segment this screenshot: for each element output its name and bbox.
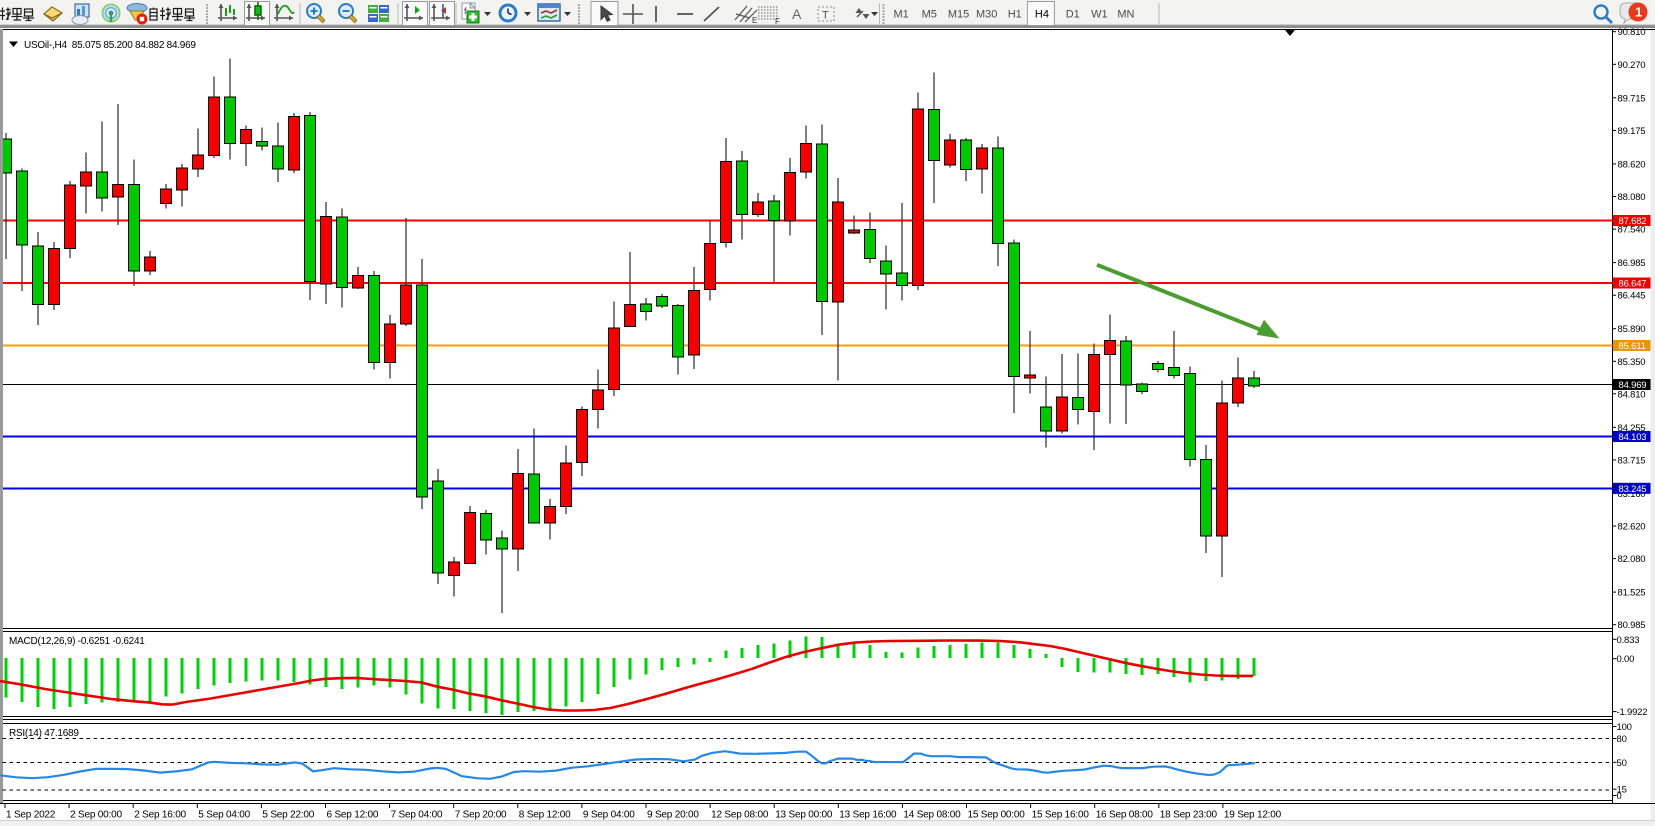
svg-text:8 Sep 12:00: 8 Sep 12:00 (519, 810, 571, 821)
svg-text:5 Sep 22:00: 5 Sep 22:00 (262, 810, 314, 821)
svg-text:15 Sep 00:00: 15 Sep 00:00 (968, 810, 1026, 821)
svg-text:16 Sep 08:00: 16 Sep 08:00 (1096, 810, 1154, 821)
svg-text:82.080: 82.080 (1618, 554, 1646, 565)
svg-text:F: F (775, 17, 780, 26)
svg-text:19 Sep 12:00: 19 Sep 12:00 (1224, 810, 1282, 821)
svg-text:0.00: 0.00 (1617, 654, 1635, 665)
svg-text:USOil-,H4 85.075 85.200 84.88: USOil-,H4 85.075 85.200 84.882 84.969 (24, 40, 196, 51)
svg-text:0.833: 0.833 (1617, 635, 1640, 646)
svg-text:H1: H1 (1008, 9, 1022, 21)
svg-text:90.270: 90.270 (1618, 60, 1646, 71)
svg-text:88.620: 88.620 (1618, 159, 1646, 170)
svg-text:88.080: 88.080 (1618, 192, 1646, 203)
svg-text:12 Sep 08:00: 12 Sep 08:00 (711, 810, 769, 821)
svg-text:83.160: 83.160 (1618, 489, 1646, 500)
svg-text:87.540: 87.540 (1618, 225, 1646, 236)
svg-text:T: T (822, 10, 829, 22)
svg-text:M1: M1 (894, 9, 909, 21)
svg-text:f: f (464, 6, 467, 16)
svg-text:7 Sep 20:00: 7 Sep 20:00 (455, 810, 507, 821)
svg-text:2 Sep 16:00: 2 Sep 16:00 (134, 810, 186, 821)
svg-text:5 Sep 04:00: 5 Sep 04:00 (198, 810, 250, 821)
svg-text:84.255: 84.255 (1618, 423, 1646, 434)
svg-text:84.969: 84.969 (1619, 380, 1647, 391)
svg-text:84.103: 84.103 (1619, 432, 1647, 443)
svg-text:15: 15 (1617, 785, 1627, 796)
svg-text:83.715: 83.715 (1618, 455, 1646, 466)
svg-text:9 Sep 20:00: 9 Sep 20:00 (647, 810, 699, 821)
svg-text:H4: H4 (1035, 9, 1049, 21)
svg-text:13 Sep 00:00: 13 Sep 00:00 (775, 810, 833, 821)
svg-text:-1.9922: -1.9922 (1617, 707, 1648, 718)
svg-text:D1: D1 (1066, 9, 1080, 21)
svg-text:9 Sep 04:00: 9 Sep 04:00 (583, 810, 635, 821)
svg-text:86.647: 86.647 (1619, 279, 1647, 290)
svg-text:2 Sep 00:00: 2 Sep 00:00 (70, 810, 122, 821)
svg-text:0: 0 (1617, 791, 1622, 802)
svg-text:89.175: 89.175 (1618, 126, 1646, 137)
svg-text:85.611: 85.611 (1619, 341, 1646, 352)
svg-text:80.985: 80.985 (1618, 620, 1646, 631)
svg-text:89.715: 89.715 (1618, 93, 1646, 104)
svg-text:81.525: 81.525 (1618, 588, 1646, 599)
svg-text:85.350: 85.350 (1618, 357, 1646, 368)
svg-text:18 Sep 23:00: 18 Sep 23:00 (1160, 810, 1218, 821)
svg-text:83.245: 83.245 (1619, 484, 1647, 495)
svg-text:M30: M30 (976, 9, 997, 21)
svg-text:84.810: 84.810 (1618, 389, 1646, 400)
svg-text:E: E (752, 16, 757, 25)
svg-text:M15: M15 (948, 9, 969, 21)
svg-text:W1: W1 (1091, 9, 1108, 21)
svg-text:MACD(12,26,9) -0.6251 -0.6241: MACD(12,26,9) -0.6251 -0.6241 (9, 636, 145, 647)
svg-text:A: A (792, 6, 802, 22)
svg-text:90.810: 90.810 (1618, 28, 1646, 38)
svg-text:M5: M5 (922, 9, 937, 21)
svg-text:87.682: 87.682 (1619, 216, 1647, 227)
svg-text:13 Sep 16:00: 13 Sep 16:00 (839, 810, 897, 821)
svg-text:80: 80 (1617, 734, 1627, 745)
svg-text:1 Sep 2022: 1 Sep 2022 (6, 810, 56, 821)
svg-text:1: 1 (1635, 5, 1642, 20)
svg-text:86.985: 86.985 (1618, 258, 1646, 269)
svg-text:100: 100 (1617, 722, 1632, 733)
svg-text:86.445: 86.445 (1618, 291, 1646, 302)
svg-text:7 Sep 04:00: 7 Sep 04:00 (391, 810, 443, 821)
svg-text:RSI(14) 47.1689: RSI(14) 47.1689 (9, 728, 79, 739)
svg-text:MN: MN (1117, 9, 1134, 21)
svg-text:6 Sep 12:00: 6 Sep 12:00 (327, 810, 379, 821)
svg-text:85.890: 85.890 (1618, 324, 1646, 335)
svg-text:82.620: 82.620 (1618, 522, 1646, 533)
svg-text:50: 50 (1617, 758, 1627, 769)
svg-text:15 Sep 16:00: 15 Sep 16:00 (1032, 810, 1090, 821)
svg-text:14 Sep 08:00: 14 Sep 08:00 (903, 810, 961, 821)
